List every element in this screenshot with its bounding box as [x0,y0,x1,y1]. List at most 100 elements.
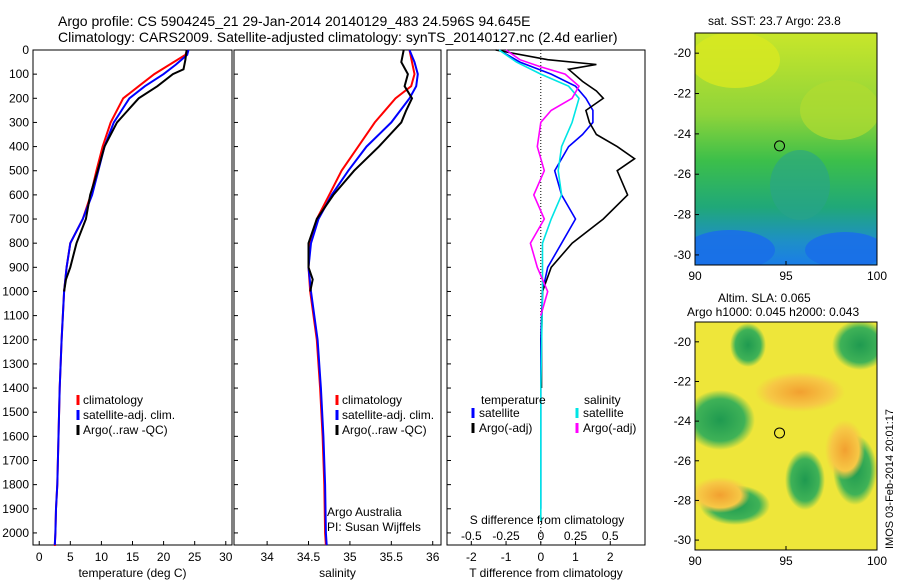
y-tick-label: 1400 [2,381,29,395]
sst-map-title: sat. SST: 23.7 Argo: 23.8 [708,14,841,28]
y-tick-label: -28 [674,493,692,507]
header-line2: Climatology: CARS2009. Satellite-adjuste… [58,29,618,45]
sst-cold-patch [805,232,877,265]
x-tick-label: 1 [572,550,579,564]
y-tick-label: 1600 [2,429,29,443]
y-tick-label: 1800 [2,478,29,492]
y-tick-label: -28 [674,208,692,222]
sla-low-patch [832,322,877,370]
sla-map-title-line1: Altim. SLA: 0.065 [718,291,811,305]
annotation: Argo Australia [327,505,402,519]
y-tick-label: -24 [674,414,692,428]
x-tick-label: 95 [779,269,793,283]
x-tick-label: 15 [126,550,140,564]
y-tick-label: 600 [9,188,29,202]
top-tick-label: 0.5 [602,529,619,543]
x-tick-label: 35.5 [380,550,404,564]
y-tick-label: -26 [674,454,692,468]
x-tick-label: 34 [260,550,274,564]
y-tick-label: 1300 [2,357,29,371]
y-tick-label: -30 [674,248,692,262]
y-tick-label: 1200 [2,333,29,347]
sla-low-patch [730,323,766,367]
y-tick-label: -24 [674,127,692,141]
x-tick-label: 100 [867,554,887,568]
series-line-argoadj [495,49,637,388]
difference-panel: -2 -1 0 1 2 T difference from climatology -0.5… [446,49,646,580]
x-tick-label: 5 [67,550,74,564]
sla-high-patch [825,420,865,480]
sla-map-panel: Altim. SLA: 0.065 Argo h1000: 0.045 h200… [674,291,888,568]
y-tick-label: 1100 [3,309,29,323]
sst-map-axes: 90 95 100 -20 -22 -24 -26 -28 -30 [674,46,888,283]
sst-cool-patch [770,150,830,220]
x-axis-label: salinity [319,566,356,580]
y-tick-label: 1000 [2,284,29,298]
x-tick-label: 0 [537,550,544,564]
temperature-panel: 0 5 10 15 20 25 30 temperature (deg C) 0 100 200 30… [2,43,232,580]
series-line-argorawqc [307,49,414,292]
y-tick-label: 700 [9,212,29,226]
x-tick-label: 25 [188,550,202,564]
sla-low-patch [785,450,825,510]
y-tick-label: -20 [674,335,692,349]
y-tick-label: -26 [674,167,692,181]
argo-position-marker [774,427,786,439]
header-line1: Argo profile: CS 5904245_21 29-Jan-2014 … [58,13,531,29]
top-tick-label: -0.5 [461,529,482,543]
y-tick-label: 2000 [2,526,29,540]
top-tick-label: -0.25 [492,529,520,543]
legend-label: satellite [583,406,624,420]
sla-map-axes: 90 95 100 -20 -22 -24 -26 -28 -30 [674,335,888,568]
legend-label: satellite [479,406,520,420]
series-line-climatology [53,49,189,546]
x-tick-label: 90 [688,554,702,568]
salinity-panel: 34 34.5 35 35.5 36 salinity climatologysatelli… [233,49,442,580]
legend-label: climatology [83,393,143,407]
legend-label: Argo(-adj) [479,421,532,435]
argo-position-marker [774,140,786,152]
y-tick-label: 1500 [2,405,29,419]
sla-low-patch [695,390,755,450]
plot-frame [233,49,442,546]
legend-label: satellite-adj. clim. [83,408,175,422]
x-tick-label: 95 [779,554,793,568]
y-tick-label: 500 [9,164,29,178]
top-tick-label: 0 [537,529,544,543]
x-tick-label: 20 [157,550,171,564]
legend-label: satellite-adj. clim. [342,408,434,422]
x-tick-label: 34.5 [297,550,321,564]
x-tick-label: 0 [36,550,43,564]
footer-stamp: IMOS 03-Feb-2014 20:01:17 [884,409,896,549]
series-line-argoadj [505,49,581,316]
y-tick-label: -22 [674,374,692,388]
series-line-satelliteadjclim [307,49,419,546]
x-tick-label: 90 [688,269,702,283]
sst-map-panel: sat. SST: 23.7 Argo: 23.8 90 95 100 -20 -22 -… [674,14,888,283]
annotation: PI: Susan Wijffels [327,520,421,534]
x-tick-label: 100 [867,269,887,283]
y-tick-label: 300 [9,115,29,129]
x-tick-label: 30 [219,550,233,564]
y-tick-label: -30 [674,533,692,547]
y-tick-label: 800 [9,236,29,250]
x-tick-label: -2 [466,550,477,564]
legend-label: Argo(..raw -QC) [83,423,168,437]
x-axis-label: T difference from climatology [469,566,623,580]
plot-frame [446,49,646,546]
sst-cold-patch [695,230,775,265]
x-tick-label: 2 [607,550,614,564]
sst-warm-patch [695,33,780,88]
series-line-satellite [498,49,580,521]
y-tick-label: 1700 [2,453,29,467]
y-tick-label: 1900 [2,502,29,516]
x-tick-label: -1 [501,550,512,564]
y-tick-label: -20 [674,46,692,60]
series-line-argorawqc [63,49,188,292]
y-tick-label: -22 [674,87,692,101]
legend-label: climatology [342,393,402,407]
x-tick-label: 36 [426,550,440,564]
legend-label: Argo(-adj) [583,421,636,435]
x-tick-label: 10 [95,550,109,564]
